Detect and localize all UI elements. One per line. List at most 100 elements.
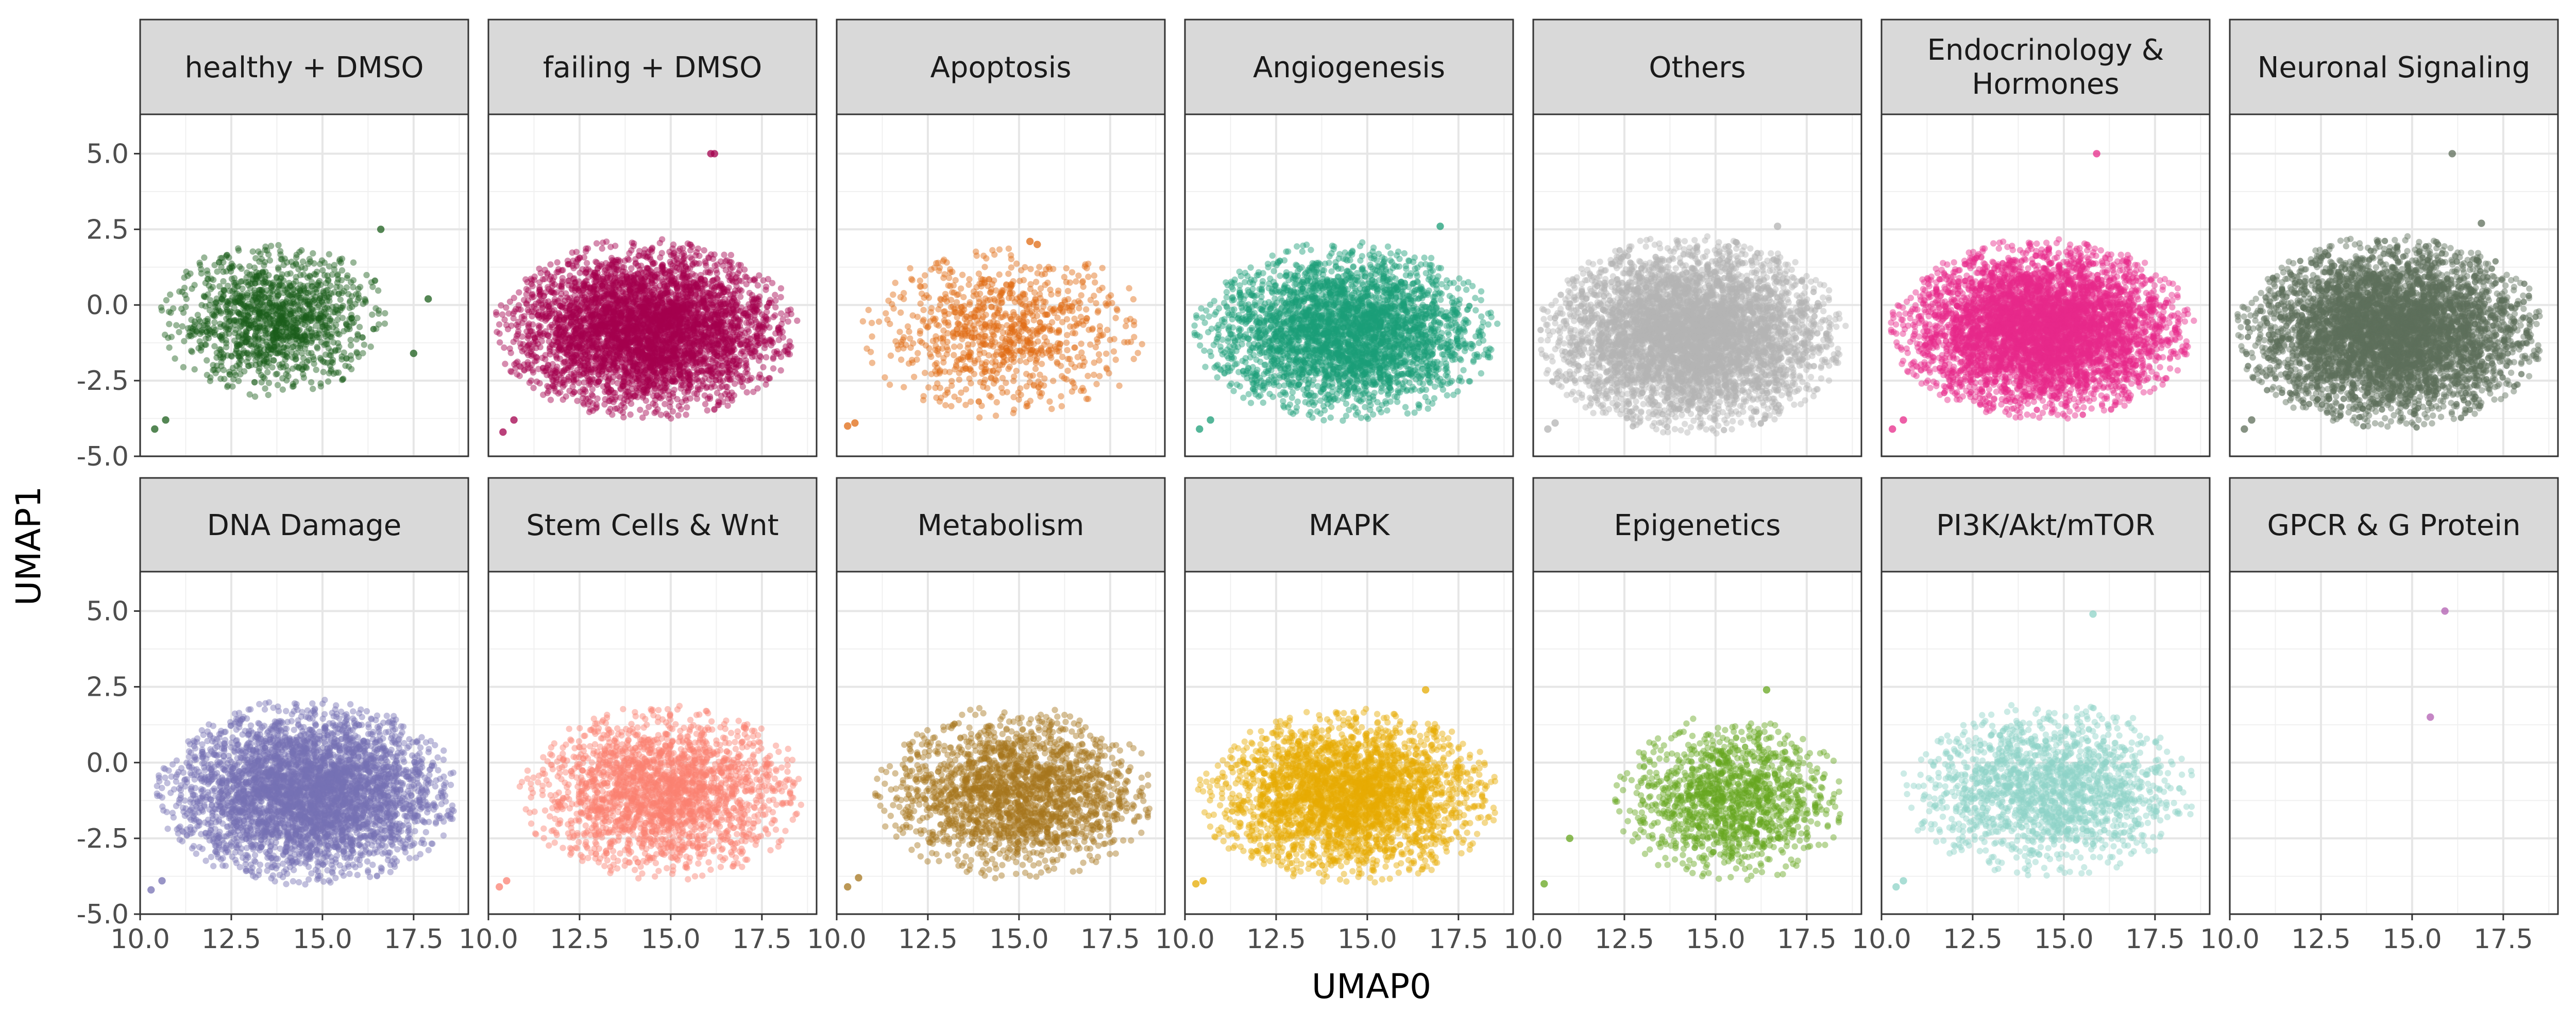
scatter-point (220, 259, 226, 265)
scatter-point (255, 248, 261, 254)
scatter-point (231, 282, 238, 288)
scatter-point (221, 288, 227, 294)
scatter-point (311, 360, 317, 367)
scatter-point (287, 282, 293, 288)
scatter-point (261, 281, 267, 287)
scatter-point (594, 240, 600, 246)
scatter-point (297, 288, 303, 294)
scatter-point (181, 338, 187, 344)
scatter-point (331, 289, 337, 295)
scatter-point (308, 312, 314, 318)
scatter-point (252, 393, 258, 400)
scatter-point (256, 259, 262, 265)
scatter-point (279, 360, 285, 367)
scatter-point (252, 333, 258, 339)
scatter-point (265, 392, 272, 398)
scatter-point (173, 322, 179, 328)
scatter-point (347, 337, 353, 343)
scatter-point (266, 380, 272, 386)
scatter-point (382, 320, 388, 327)
scatter-point (314, 344, 320, 350)
scatter-point (333, 369, 339, 375)
scatter-point (303, 289, 309, 296)
scatter-point (264, 320, 270, 327)
scatter-point (313, 271, 319, 278)
scatter-point (627, 411, 633, 418)
scatter-point (280, 262, 286, 268)
scatter-point (376, 321, 382, 328)
scatter-point (339, 267, 345, 273)
scatter-point (234, 309, 241, 315)
y-tick-label: 2.5 (86, 214, 129, 245)
scatter-point (361, 341, 367, 348)
scatter-point (747, 290, 753, 296)
scatter-point (357, 324, 363, 330)
scatter-point (242, 303, 248, 310)
scatter-point (263, 330, 269, 336)
scatter-point (315, 315, 321, 321)
scatter-point (339, 377, 345, 383)
scatter-point (281, 352, 287, 358)
scatter-point (151, 425, 158, 433)
scatter-point (266, 300, 273, 306)
scatter-point (339, 255, 345, 262)
scatter-point (278, 312, 284, 318)
scatter-point (657, 240, 663, 246)
scatter-point (204, 357, 210, 364)
scatter-point (277, 251, 283, 258)
scatter-point (371, 278, 378, 284)
scatter-point (201, 254, 207, 261)
scatter-point (284, 367, 291, 373)
scatter-point (192, 366, 198, 372)
scatter-point (410, 350, 417, 357)
scatter-point (287, 338, 293, 344)
scatter-point (514, 371, 520, 377)
scatter-point (275, 265, 281, 271)
scatter-point (218, 310, 224, 316)
scatter-point (256, 368, 262, 374)
y-tick-label: 5.0 (86, 139, 129, 169)
scatter-point (178, 306, 184, 312)
scatter-point (163, 297, 170, 303)
scatter-point (353, 349, 360, 355)
scatter-point (236, 359, 242, 366)
scatter-point (294, 252, 300, 258)
scatter-point (508, 350, 514, 356)
scatter-point (274, 371, 280, 377)
scatter-point (207, 307, 213, 313)
scatter-point (348, 315, 354, 321)
scatter-point (182, 292, 188, 298)
scatter-point (191, 282, 197, 288)
scatter-point (310, 354, 316, 360)
scatter-point (503, 304, 509, 311)
scatter-point (256, 295, 262, 301)
scatter-point (250, 248, 256, 254)
scatter-point (326, 251, 332, 258)
scatter-point (205, 276, 211, 282)
scatter-point (325, 379, 331, 385)
scatter-point (232, 330, 238, 336)
scatter-point (289, 259, 295, 265)
scatter-point (293, 317, 299, 323)
scatter-point (198, 302, 205, 308)
scatter-point (377, 226, 384, 233)
scatter-point (288, 302, 294, 308)
scatter-point (318, 308, 325, 314)
scatter-point (172, 355, 178, 362)
scatter-point (226, 331, 232, 337)
scatter-point (328, 331, 334, 337)
scatter-point (353, 336, 360, 342)
scatter-point (245, 363, 251, 369)
scatter-point (210, 313, 216, 319)
scatter-point (217, 375, 224, 382)
scatter-point (323, 280, 329, 286)
scatter-point (326, 370, 332, 376)
scatter-point (523, 291, 530, 297)
scatter-point (250, 297, 256, 303)
scatter-point (162, 332, 168, 338)
scatter-point (293, 278, 299, 284)
scatter-point (283, 377, 290, 383)
scatter-point (243, 320, 249, 327)
scatter-point (780, 334, 786, 340)
scatter-point (275, 382, 281, 388)
